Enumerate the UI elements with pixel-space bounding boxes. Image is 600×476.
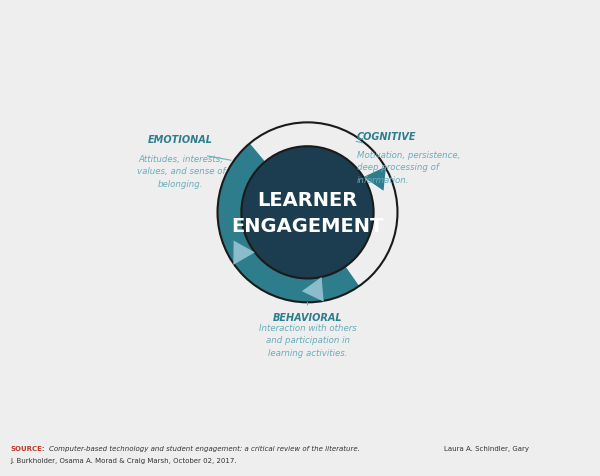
Text: Interaction with others
and participation in
learning activities.: Interaction with others and participatio… [259, 323, 356, 357]
Polygon shape [364, 167, 386, 191]
Text: Motivation, persistence,
deep processing of
information.: Motivation, persistence, deep processing… [357, 150, 460, 185]
Text: Computer-based technology and student engagement: a critical review of the liter: Computer-based technology and student en… [49, 445, 360, 451]
Text: COGNITIVE: COGNITIVE [357, 131, 416, 141]
Text: J. Burkholder, Osama A. Morad & Craig Marsh, October 02, 2017.: J. Burkholder, Osama A. Morad & Craig Ma… [11, 457, 238, 463]
Text: Attitudes, interests,
values, and sense of
belonging.: Attitudes, interests, values, and sense … [137, 154, 225, 188]
Polygon shape [302, 278, 324, 302]
Text: LEARNER
ENGAGEMENT: LEARNER ENGAGEMENT [232, 190, 383, 236]
Polygon shape [233, 241, 255, 265]
Text: Laura A. Schindler, Gary: Laura A. Schindler, Gary [444, 445, 529, 451]
Circle shape [241, 147, 374, 279]
Text: BEHAVIORAL: BEHAVIORAL [272, 312, 343, 322]
Wedge shape [218, 144, 359, 303]
Text: EMOTIONAL: EMOTIONAL [148, 135, 213, 145]
Wedge shape [218, 144, 359, 303]
Text: SOURCE:: SOURCE: [11, 445, 46, 451]
